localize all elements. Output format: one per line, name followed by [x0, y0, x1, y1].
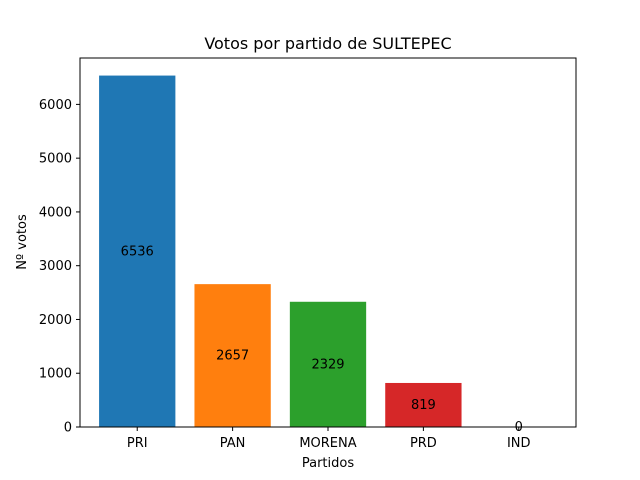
- x-tick-label-morena: MORENA: [299, 436, 356, 451]
- y-axis-label: Nº votos: [15, 214, 30, 270]
- y-tick-label: 0: [64, 421, 72, 436]
- x-axis-label: Partidos: [302, 456, 354, 471]
- bar-morena: [289, 301, 367, 427]
- data-label-pri: 6536: [121, 244, 154, 259]
- y-tick-label: 5000: [39, 152, 72, 167]
- plot-frame: [79, 57, 577, 428]
- data-label-morena: 2329: [311, 357, 344, 372]
- y-tick-label: 1000: [39, 367, 72, 382]
- x-tick-label-pri: PRI: [127, 436, 148, 451]
- y-tick-label: 3000: [39, 259, 72, 274]
- data-label-pan: 2657: [216, 349, 249, 364]
- x-tick-label-ind: IND: [507, 436, 531, 451]
- bars-group: [99, 75, 462, 428]
- chart-title: Votos por partido de SULTEPEC: [204, 34, 451, 53]
- bar-pan: [194, 284, 271, 427]
- x-tick-label-prd: PRD: [410, 436, 437, 451]
- bar-prd: [385, 382, 462, 427]
- x-tick-label-pan: PAN: [220, 436, 246, 451]
- y-tick-label: 6000: [39, 98, 72, 113]
- y-axis-ticks: 0 1000 2000 3000 4000 5000 6000: [39, 98, 80, 436]
- bar-pri: [99, 75, 176, 428]
- data-label-prd: 819: [411, 398, 436, 413]
- x-axis-ticks: PRI PAN MORENA PRD IND: [127, 427, 531, 451]
- y-tick-label: 2000: [39, 313, 72, 328]
- y-tick-label: 4000: [39, 205, 72, 220]
